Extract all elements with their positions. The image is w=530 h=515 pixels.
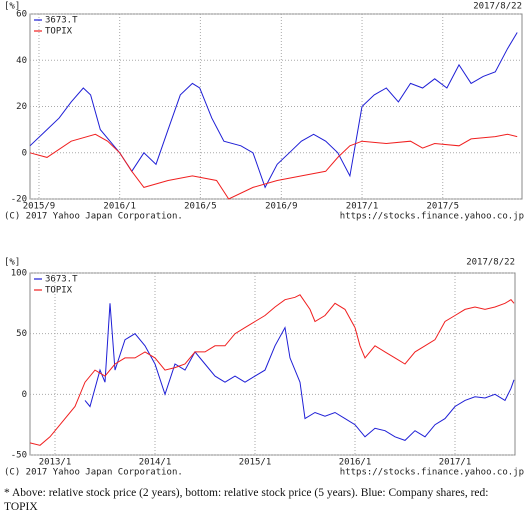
legend-label: 3673.T: [45, 16, 78, 26]
legend-label: TOPIX: [45, 286, 73, 296]
y-unit-label: [%]: [4, 258, 20, 268]
x-tick-label: 2017/5: [426, 202, 459, 212]
x-tick-label: 2017/1: [439, 458, 472, 468]
y-unit-label: [%]: [4, 2, 20, 12]
x-tick-label: 2013/1: [39, 458, 72, 468]
y-tick-label: 40: [16, 56, 27, 66]
copyright: (C) 2017 Yahoo Japan Corporation.: [4, 212, 183, 222]
y-tick-label: 60: [16, 10, 27, 20]
y-tick-label: -50: [11, 451, 27, 461]
y-tick-label: 0: [22, 148, 27, 158]
y-tick-label: 50: [16, 329, 27, 339]
legend-label: 3673.T: [45, 275, 78, 285]
caption: * Above: relative stock price (2 years),…: [4, 487, 489, 513]
x-tick-label: 2016/1: [339, 458, 372, 468]
x-tick-label: 2015/1: [239, 458, 272, 468]
y-tick-label: 100: [11, 269, 27, 279]
series-line: [29, 133, 518, 200]
series-line: [29, 294, 515, 446]
x-tick-label: 2017/1: [346, 202, 379, 212]
x-tick-label: 2016/5: [184, 202, 217, 212]
x-tick-label: 2016/1: [103, 202, 136, 212]
charts: [%] 2017/8/22 -20 0 20 40 60 2015/9 2016/1 2016/5…: [4, 2, 524, 478]
y-tick-label: 20: [16, 102, 27, 112]
x-tick-label: 2016/9: [265, 202, 298, 212]
legend-label: TOPIX: [45, 27, 73, 37]
date-label: 2017/8/22: [466, 258, 515, 268]
x-tick-label: 2014/1: [139, 458, 172, 468]
copyright: (C) 2017 Yahoo Japan Corporation.: [4, 468, 183, 478]
x-tick-label: 2015/9: [23, 202, 56, 212]
y-tick-label: -20: [11, 195, 27, 205]
series-line: [29, 32, 518, 189]
date-label: 2017/8/22: [473, 2, 522, 12]
source-url: https://stocks.finance.yahoo.co.jp: [340, 468, 524, 478]
y-tick-label: 0: [22, 390, 27, 400]
plot-frame: [29, 272, 516, 456]
series-line: [84, 303, 515, 441]
source-url: https://stocks.finance.yahoo.co.jp: [340, 212, 524, 222]
